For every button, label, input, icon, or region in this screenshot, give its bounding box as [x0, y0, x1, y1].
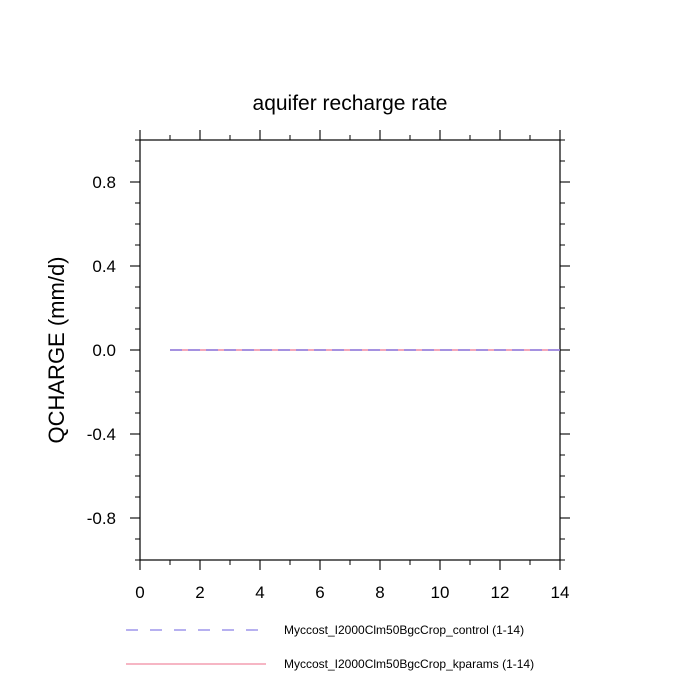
chart-title: aquifer recharge rate — [253, 92, 448, 115]
y-tick-label: 0.8 — [92, 173, 116, 192]
x-tick-label: 2 — [195, 583, 204, 602]
y-tick-label: -0.4 — [87, 425, 116, 444]
y-tick-label: 0.0 — [92, 341, 116, 360]
legend-label-1: Myccost_I2000Clm50BgcCrop_control (1-14) — [284, 623, 524, 637]
x-tick-label: 10 — [431, 583, 450, 602]
y-tick-label: 0.4 — [92, 257, 116, 276]
x-tick-label: 0 — [135, 583, 144, 602]
y-axis-label: QCHARGE (mm/d) — [44, 257, 69, 444]
x-tick-label: 12 — [491, 583, 510, 602]
x-tick-label: 6 — [315, 583, 324, 602]
x-tick-label: 8 — [375, 583, 384, 602]
axis-tick-labels: 0 2 4 6 8 10 12 14 -0.8 -0.4 0.0 0.4 0.8 — [87, 173, 570, 602]
axis-ticks — [130, 130, 570, 570]
legend-label-2: Myccost_I2000Clm50BgcCrop_kparams (1-14) — [284, 657, 534, 671]
legend: Myccost_I2000Clm50BgcCrop_control (1-14)… — [126, 623, 534, 671]
y-tick-label: -0.8 — [87, 509, 116, 528]
x-tick-label: 4 — [255, 583, 264, 602]
x-tick-label: 14 — [551, 583, 570, 602]
